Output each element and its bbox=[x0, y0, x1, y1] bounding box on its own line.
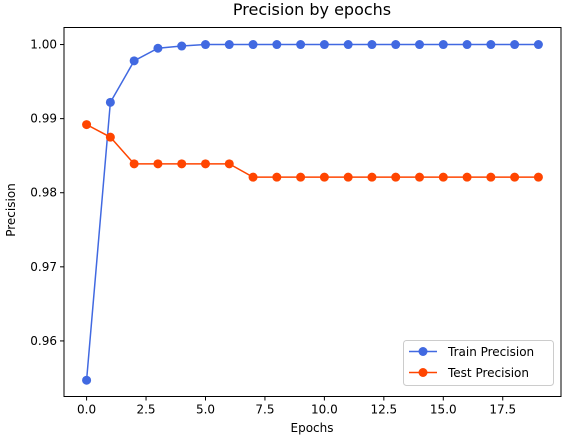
data-point bbox=[129, 159, 139, 169]
data-point bbox=[533, 40, 543, 50]
data-point bbox=[224, 159, 234, 169]
data-point bbox=[343, 172, 353, 182]
data-point bbox=[200, 40, 210, 50]
x-tick-label: 7.5 bbox=[255, 403, 274, 417]
data-point bbox=[153, 43, 163, 53]
y-tick-label: 0.98 bbox=[30, 186, 57, 200]
legend-marker bbox=[418, 347, 428, 356]
data-point bbox=[82, 120, 92, 130]
data-point bbox=[319, 40, 329, 50]
legend-marker bbox=[418, 368, 428, 377]
data-point bbox=[248, 172, 258, 182]
data-point bbox=[415, 172, 425, 182]
legend-label: Train Precision bbox=[447, 345, 534, 359]
plot-frame bbox=[63, 27, 562, 397]
y-tick-label: 0.96 bbox=[30, 334, 57, 348]
data-point bbox=[438, 172, 448, 182]
data-point bbox=[486, 40, 496, 50]
x-tick-label: 12.5 bbox=[370, 403, 397, 417]
data-point bbox=[343, 40, 353, 50]
data-point bbox=[272, 172, 282, 182]
data-point bbox=[462, 172, 472, 182]
data-point bbox=[153, 159, 163, 169]
legend-box bbox=[403, 340, 554, 386]
x-tick-label: 15.0 bbox=[430, 403, 457, 417]
x-tick-label: 17.5 bbox=[489, 403, 516, 417]
legend-label: Test Precision bbox=[447, 366, 529, 380]
x-axis-label: Epochs bbox=[291, 421, 334, 435]
x-tick-label: 0.0 bbox=[77, 403, 96, 417]
data-point bbox=[533, 172, 543, 182]
data-point bbox=[224, 40, 234, 50]
chart-title: Precision by epochs bbox=[233, 0, 391, 19]
data-point bbox=[129, 56, 139, 66]
x-tick-label: 10.0 bbox=[311, 403, 338, 417]
data-point bbox=[105, 132, 115, 142]
data-point bbox=[438, 40, 448, 50]
data-point bbox=[177, 159, 187, 169]
data-point bbox=[248, 40, 258, 50]
data-point bbox=[105, 97, 115, 107]
y-axis-label: Precision bbox=[4, 183, 18, 237]
x-tick-label: 5.0 bbox=[196, 403, 215, 417]
data-point bbox=[415, 40, 425, 50]
data-point bbox=[296, 172, 306, 182]
data-point bbox=[462, 40, 472, 50]
data-point bbox=[82, 375, 92, 385]
axis-ticks: 0.0 2.5 5.0 7.5 10.0 12.5 15.0 17.5 0.96 0.97 0.98… bbox=[30, 38, 516, 417]
data-point bbox=[177, 41, 187, 51]
data-point bbox=[367, 172, 377, 182]
data-point bbox=[486, 172, 496, 182]
data-point bbox=[510, 172, 520, 182]
y-tick-label: 0.99 bbox=[30, 112, 57, 126]
data-point bbox=[510, 40, 520, 50]
y-tick-label: 0.97 bbox=[30, 260, 57, 274]
data-point bbox=[391, 40, 401, 50]
y-tick-label: 1.00 bbox=[30, 38, 57, 52]
data-point bbox=[367, 40, 377, 50]
legend: Train Precision Test Precision bbox=[403, 340, 554, 386]
x-tick-label: 2.5 bbox=[136, 403, 155, 417]
data-point bbox=[200, 159, 210, 169]
data-point bbox=[319, 172, 329, 182]
data-point bbox=[272, 40, 282, 50]
data-point bbox=[296, 40, 306, 50]
data-point bbox=[391, 172, 401, 182]
plot-series bbox=[82, 40, 543, 385]
